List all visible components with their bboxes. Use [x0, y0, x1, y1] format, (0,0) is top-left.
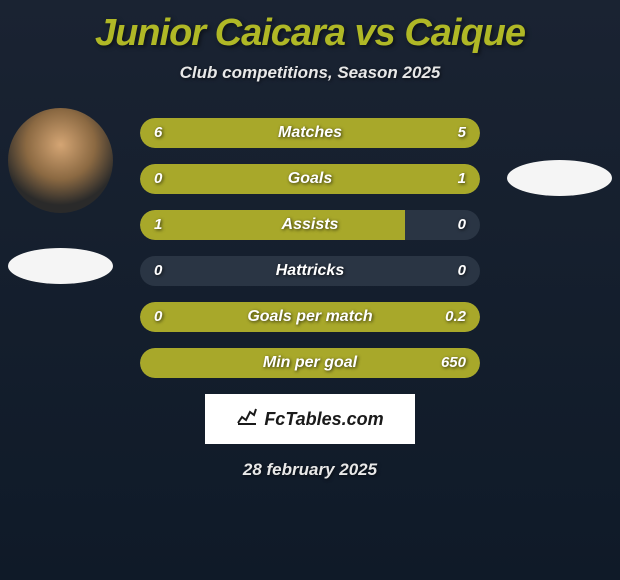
- footer-logo: FcTables.com: [205, 394, 415, 444]
- stat-label: Hattricks: [140, 256, 480, 286]
- comparison-content: 6Matches50Goals11Assists00Hattricks00Goa…: [0, 118, 620, 378]
- stat-value-right: 5: [458, 118, 466, 148]
- page-subtitle: Club competitions, Season 2025: [0, 63, 620, 83]
- stat-row: 0Goals per match0.2: [140, 302, 480, 332]
- chart-icon: [236, 405, 258, 433]
- stat-value-right: 0: [458, 256, 466, 286]
- stat-label: Goals: [140, 164, 480, 194]
- stat-row: 0Hattricks0: [140, 256, 480, 286]
- stat-row: 6Matches5: [140, 118, 480, 148]
- stat-value-right: 650: [441, 348, 466, 378]
- page-title: Junior Caicara vs Caique: [0, 0, 620, 55]
- stat-label: Min per goal: [140, 348, 480, 378]
- footer-date: 28 february 2025: [0, 460, 620, 480]
- stat-row: 1Assists0: [140, 210, 480, 240]
- stat-value-right: 0: [458, 210, 466, 240]
- stats-container: 6Matches50Goals11Assists00Hattricks00Goa…: [140, 118, 480, 378]
- player-left-flag: [8, 248, 113, 284]
- player-right-flag: [507, 160, 612, 196]
- stat-value-right: 1: [458, 164, 466, 194]
- avatar-placeholder: [8, 108, 113, 213]
- stat-row: 0Goals1: [140, 164, 480, 194]
- stat-label: Assists: [140, 210, 480, 240]
- stat-value-right: 0.2: [445, 302, 466, 332]
- stat-label: Goals per match: [140, 302, 480, 332]
- stat-row: Min per goal650: [140, 348, 480, 378]
- footer-logo-text: FcTables.com: [264, 409, 383, 430]
- stat-label: Matches: [140, 118, 480, 148]
- player-left-avatar: [8, 108, 113, 213]
